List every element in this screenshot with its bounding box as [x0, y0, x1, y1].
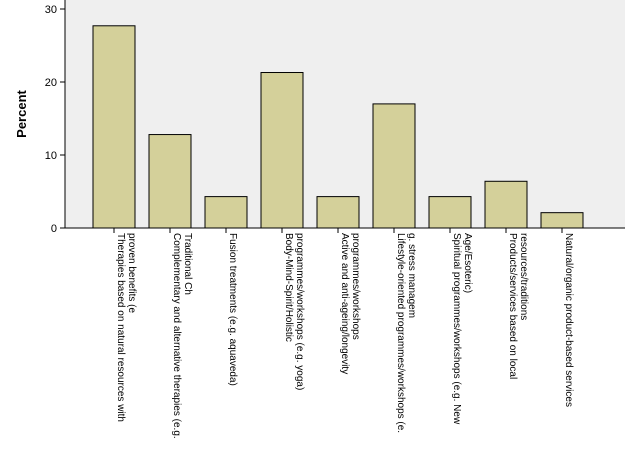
y-tick-label: 20 [45, 77, 57, 89]
x-ticks-group: Therapies based on natural resources wit… [113, 228, 574, 439]
x-tick-label: Products/services based on localresource… [507, 233, 529, 379]
bar [428, 196, 472, 229]
bars-group [92, 25, 584, 229]
y-ticks-group: 0 10 20 30 [45, 4, 65, 235]
y-tick-label: 30 [45, 4, 57, 16]
bar [372, 103, 416, 229]
x-tick-label: Active and anti-ageing/longevityprogramm… [339, 233, 361, 374]
x-tick-label: Natural/organic product-based services [563, 233, 574, 407]
bar [204, 196, 248, 229]
y-axis-label: Percent [14, 89, 29, 137]
x-tick-label: Body-Mind-Spirit/Holisticprogrammes/work… [283, 233, 305, 390]
bar [484, 180, 528, 229]
x-tick-label: Lifestyle-oriented programmes/workshops … [395, 233, 417, 433]
x-tick-label: Therapies based on natural resources wit… [115, 233, 137, 422]
y-tick-label: 10 [45, 150, 57, 162]
bar [316, 196, 360, 229]
bar [540, 212, 584, 229]
bar [260, 72, 304, 229]
x-tick-label: Fusion treatments (e.g. aquaveda) [227, 233, 238, 386]
bar [148, 134, 192, 229]
x-tick-label: Spiritual programmes/workshops (e.g. New… [451, 233, 473, 425]
bar [92, 25, 136, 229]
x-tick-label: Complementary and alternative therapies … [171, 233, 193, 439]
y-tick-label: 0 [51, 223, 57, 235]
